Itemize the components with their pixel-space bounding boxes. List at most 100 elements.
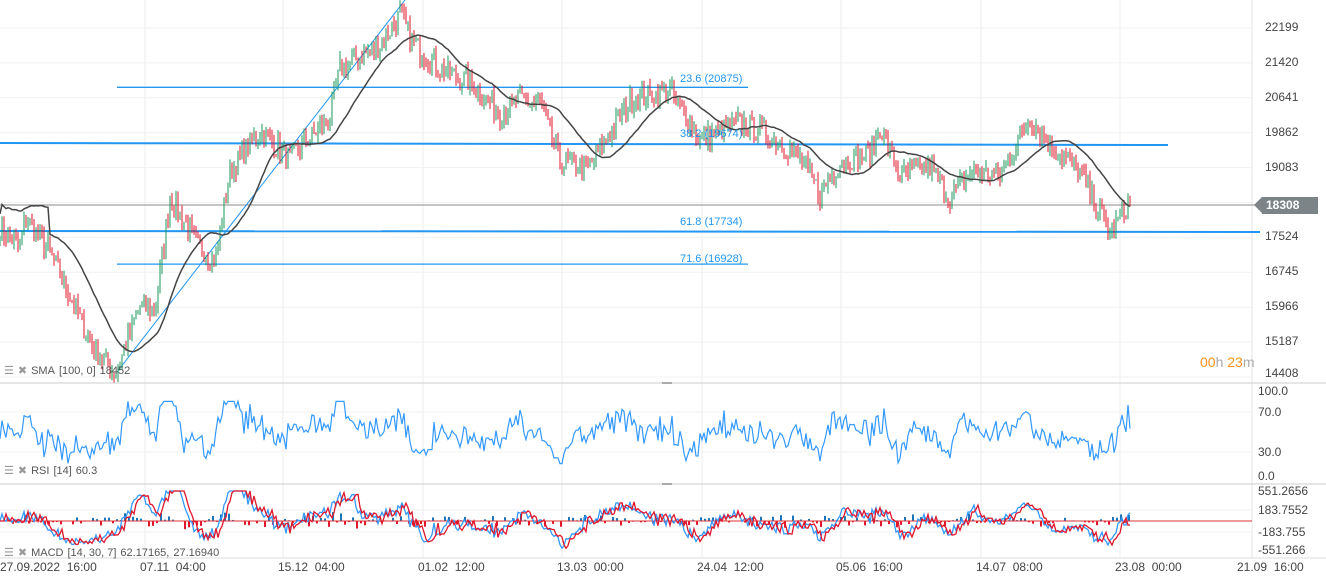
close-icon[interactable]: ✖ <box>17 365 28 377</box>
macd-histogram-bar <box>616 518 618 521</box>
macd-histogram-bar <box>944 521 946 527</box>
fib-label-71-6: 71.6 (16928) <box>680 253 743 265</box>
price-axis-label: 19083 <box>1265 159 1299 174</box>
macd-histogram-bar <box>560 521 562 527</box>
macd-histogram-bar <box>504 517 506 521</box>
macd-histogram-bar <box>728 521 730 523</box>
macd-histogram-bar <box>324 518 326 521</box>
macd-histogram-bar <box>108 517 110 521</box>
macd-histogram-bar <box>1120 514 1122 521</box>
pane-resize-handle <box>662 382 672 384</box>
macd-histogram-bar <box>392 517 394 521</box>
macd-histogram-bar <box>712 517 714 521</box>
macd-histogram-bar <box>864 521 866 526</box>
macd-histogram-bar <box>832 519 834 521</box>
macd-histogram-bar <box>116 519 118 521</box>
macd-histogram-bar <box>856 517 858 521</box>
time-axis-label: 15.12 04:00 <box>278 560 345 574</box>
macd-histogram-bar <box>196 521 198 526</box>
macd-histogram-bar <box>400 516 402 521</box>
macd-histogram-bar <box>32 521 34 523</box>
macd-histogram-bar <box>584 514 586 521</box>
macd-histogram-bar <box>1108 521 1110 525</box>
macd-histogram-bar <box>356 521 358 529</box>
price-axis-label: 15187 <box>1265 334 1299 349</box>
macd-histogram-bar <box>800 519 802 521</box>
macd-histogram-bar <box>1124 521 1126 523</box>
candle-countdown: 00h 23m <box>1200 354 1255 370</box>
macd-histogram-bar <box>172 519 174 521</box>
rsi-line <box>0 399 1131 466</box>
macd-histogram-bar <box>12 521 14 524</box>
rsi-axis-30: 30.0 <box>1258 445 1282 459</box>
macd-histogram-bar <box>804 521 806 525</box>
close-icon[interactable]: ✖ <box>17 465 28 477</box>
settings-icon[interactable]: ☰ <box>4 465 14 477</box>
macd-histogram-bar <box>780 515 782 521</box>
macd-histogram-bar <box>284 518 286 521</box>
macd-histogram-bar <box>940 521 942 523</box>
fib-line-61-8 <box>0 230 1261 233</box>
macd-histogram-bar <box>612 516 614 521</box>
macd-histogram-bar <box>448 517 450 521</box>
macd-histogram-bar <box>416 521 418 526</box>
macd-histogram-bar <box>484 519 486 521</box>
macd-histogram-bar <box>1104 521 1106 523</box>
macd-histogram-bar <box>572 517 574 521</box>
price-axis-label: 19862 <box>1265 124 1299 139</box>
macd-histogram-bar <box>60 521 62 525</box>
macd-histogram-bar <box>1088 521 1090 523</box>
macd-histogram-bar <box>40 521 42 523</box>
macd-histogram-bar <box>232 519 234 521</box>
price-axis-label: 21420 <box>1265 54 1299 69</box>
macd-histogram-bar <box>296 519 298 521</box>
macd-histogram-bar <box>700 517 702 521</box>
macd-histogram-bar <box>552 521 554 524</box>
macd-histogram-bar <box>960 517 962 521</box>
macd-histogram-bar <box>1128 514 1130 521</box>
macd-histogram-bar <box>96 519 98 521</box>
macd-histogram-bar <box>768 521 770 525</box>
macd-histogram-bar <box>372 519 374 521</box>
macd-histogram-bar <box>1100 519 1102 521</box>
settings-icon[interactable]: ☰ <box>4 547 14 559</box>
macd-histogram-bar <box>948 521 950 523</box>
macd-histogram-bar <box>320 517 322 521</box>
macd-histogram-bar <box>156 521 158 524</box>
macd-histogram-bar <box>660 521 662 523</box>
time-axis-label: 23.08 00:00 <box>1115 560 1182 574</box>
macd-histogram-bar <box>908 521 910 525</box>
macd-histogram-bar <box>360 521 362 524</box>
macd-axis-4: -551.266 <box>1258 543 1306 557</box>
macd-histogram-bar <box>492 516 494 521</box>
macd-histogram-bar <box>524 519 526 521</box>
macd-histogram-bar <box>884 519 886 521</box>
trend-line <box>116 0 406 373</box>
macd-histogram-bar <box>896 521 898 528</box>
macd-histogram-bar <box>792 515 794 521</box>
macd-histogram-bar <box>1052 521 1054 523</box>
macd-histogram-bar <box>208 519 210 521</box>
macd-histogram-bar <box>1040 521 1042 527</box>
macd-histogram-bar <box>340 513 342 521</box>
settings-icon[interactable]: ☰ <box>4 365 14 377</box>
fib-label-61-8: 61.8 (17734) <box>680 216 743 228</box>
macd-histogram-bar <box>424 521 426 527</box>
fib-line-38-2 <box>0 142 1169 146</box>
macd-histogram-bar <box>100 521 102 526</box>
macd-histogram-bar <box>112 521 114 524</box>
macd-histogram-bar <box>816 521 818 524</box>
time-axis-label: 05.06 16:00 <box>836 560 903 574</box>
macd-histogram-bar <box>928 521 930 524</box>
macd-histogram-bar <box>76 517 78 521</box>
macd-histogram-bar <box>828 518 830 521</box>
macd-histogram-bar <box>580 518 582 521</box>
macd-histogram-bar <box>92 517 94 521</box>
macd-histogram-bar <box>1024 518 1026 521</box>
macd-histogram-bar <box>1012 518 1014 521</box>
macd-histogram-bar <box>200 521 202 526</box>
close-icon[interactable]: ✖ <box>17 547 28 559</box>
macd-histogram-bar <box>760 516 762 521</box>
macd-histogram-bar <box>824 515 826 521</box>
